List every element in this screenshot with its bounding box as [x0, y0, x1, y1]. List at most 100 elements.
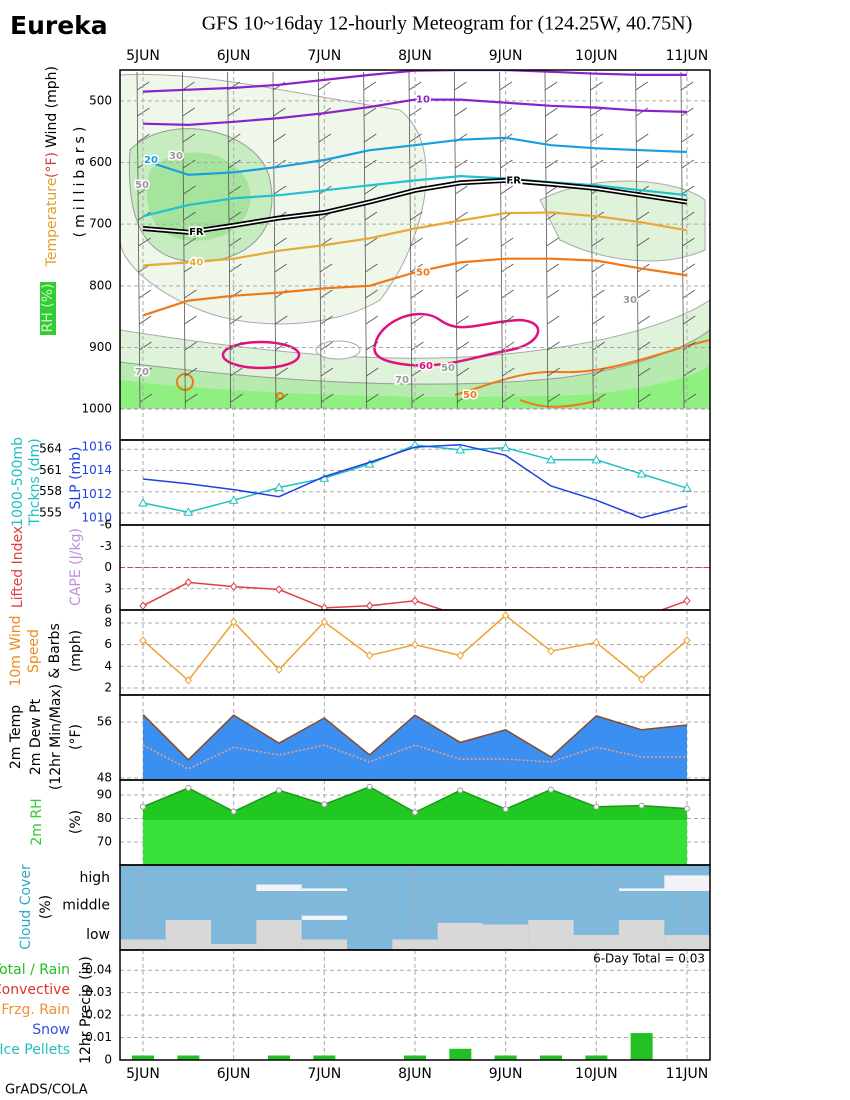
barb-flag	[590, 133, 604, 143]
x-tick-label: 6JUN	[217, 48, 251, 64]
axis-label: RH (%)	[40, 284, 56, 333]
barb-flag	[138, 289, 152, 299]
y-tick-label: 0.04	[85, 963, 112, 977]
y-tick-label: 700	[89, 217, 112, 231]
cloud-bar	[301, 888, 347, 891]
cloud-bar	[165, 920, 211, 950]
point-marker	[320, 617, 328, 627]
barb-flag	[366, 393, 379, 403]
barb-flag	[320, 367, 334, 377]
wind-barbs	[136, 71, 697, 409]
point-marker	[183, 507, 194, 516]
y-tick-label: 80	[97, 811, 112, 825]
barb-staff	[181, 71, 186, 409]
y-tick-label: 0.01	[85, 1030, 112, 1044]
y-tick-label: 6	[104, 637, 112, 651]
y-tick-label: 2	[104, 680, 112, 694]
cloud-bar	[664, 875, 710, 891]
barb-flag	[456, 341, 470, 351]
point-marker	[683, 805, 690, 812]
series-line	[142, 713, 688, 761]
barb-flag	[275, 393, 289, 403]
point-marker	[184, 578, 192, 587]
cloud-bar	[618, 920, 665, 950]
barb-flag	[455, 185, 468, 195]
axis-label: Temperature	[44, 178, 60, 268]
point-marker	[682, 483, 692, 492]
barb-flag	[637, 315, 651, 325]
barb-flag	[410, 237, 423, 247]
barb-flag	[363, 107, 377, 117]
x-tick-label: 7JUN	[307, 48, 341, 64]
point-marker	[500, 442, 511, 452]
barb-flag	[545, 133, 558, 143]
cloud-bar	[301, 939, 347, 950]
y2-tick-label: 1010	[81, 510, 112, 524]
cloud-bar	[120, 939, 166, 950]
barb-flag	[547, 341, 560, 351]
y-tick-label: 8	[104, 615, 112, 629]
point-marker	[410, 440, 420, 449]
y-tick-label: 90	[97, 788, 112, 802]
point-marker	[365, 651, 374, 660]
axis-label: (mph)	[68, 630, 84, 672]
barb-flag	[275, 341, 288, 351]
barb-flag	[547, 367, 560, 377]
barb-flag	[411, 341, 424, 351]
barb-flag	[502, 367, 515, 377]
barb-flag	[137, 133, 150, 143]
barb-flag	[184, 315, 197, 325]
barb-flag	[409, 133, 422, 143]
barb-flag	[681, 185, 695, 195]
barb-flag	[682, 315, 696, 325]
barb-flag	[364, 211, 378, 221]
isotherm	[142, 211, 688, 267]
barb-flag	[183, 263, 197, 273]
cloud-bar	[618, 888, 665, 891]
barb-flag	[546, 237, 559, 247]
barb-flag	[591, 237, 605, 247]
cloud-bar	[301, 915, 347, 920]
point-marker	[184, 676, 192, 685]
barb-flag	[501, 315, 515, 325]
point-marker	[502, 806, 509, 813]
barb-staff	[136, 71, 141, 409]
point-marker	[138, 498, 148, 507]
point-marker	[683, 636, 691, 645]
y-tick-label: -6	[100, 518, 112, 532]
point-marker	[274, 482, 284, 491]
contour-label: 50	[416, 267, 430, 278]
barb-staff	[635, 71, 640, 409]
barb-flag	[682, 263, 695, 273]
barb-flag	[274, 263, 287, 273]
x-tick-label: 8JUN	[398, 48, 432, 64]
barb-flag	[546, 263, 559, 273]
series-line	[142, 443, 688, 519]
annotation: 6-Day Total = 0.03	[593, 952, 705, 966]
cloud-bar	[482, 924, 529, 950]
point-marker	[411, 809, 418, 816]
barb-flag	[636, 211, 650, 221]
barb-flag	[365, 341, 379, 351]
barb-flag	[456, 315, 469, 325]
point-marker	[591, 454, 602, 464]
cloud-bar	[392, 939, 438, 950]
barb-flag	[635, 81, 649, 91]
barb-flag	[593, 393, 606, 403]
contour-label: 50	[441, 363, 455, 374]
barb-staff	[499, 71, 504, 409]
panel	[120, 525, 710, 610]
barb-flag	[592, 341, 606, 351]
legend-entry: Ice Pellets	[0, 1042, 70, 1058]
axis-label: Thckns (dm)	[27, 438, 43, 526]
point-marker	[139, 636, 147, 645]
y-tick-label: 600	[89, 155, 112, 169]
y-tick-label: 0	[104, 1053, 112, 1067]
barb-flag	[591, 263, 605, 273]
contour-label: FR	[506, 175, 521, 186]
panel	[120, 865, 710, 950]
barb-flag	[638, 393, 651, 403]
barb-flag	[184, 341, 198, 351]
cloud-bar	[573, 935, 619, 950]
